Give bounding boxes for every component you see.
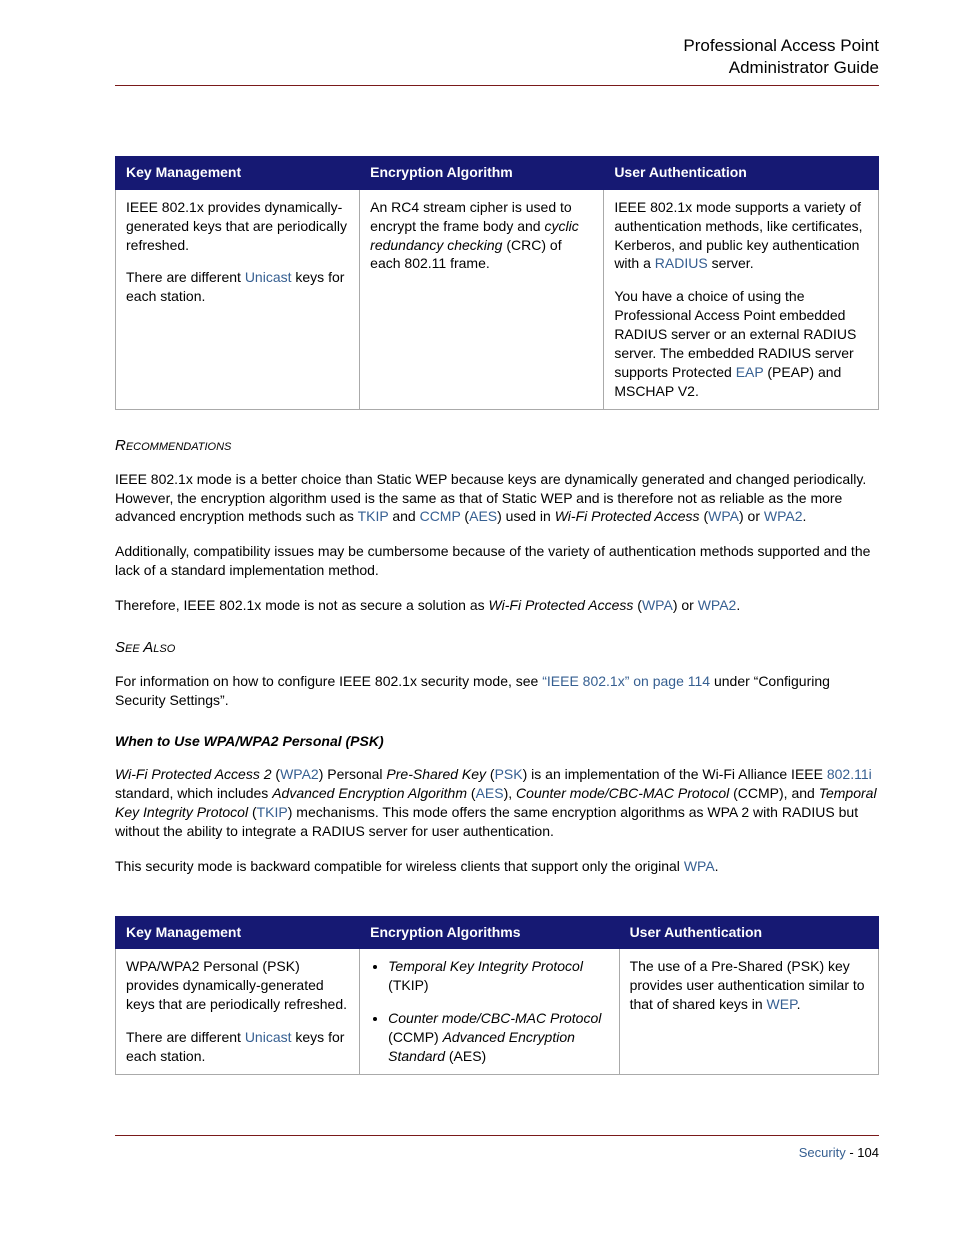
unicast-link[interactable]: Unicast [245,269,292,285]
ccmp-link[interactable]: CCMP [420,508,461,524]
t2-km-p1: WPA/WPA2 Personal (PSK) provides dynamic… [126,957,349,1014]
aes-link[interactable]: AES [469,508,497,524]
see-also-heading: See Also [115,637,879,658]
header-line1: Professional Access Point [115,35,879,57]
table-ieee8021x: Key Management Encryption Algorithm User… [115,156,879,410]
see-also-p: For information on how to configure IEEE… [115,672,879,710]
t1-km-p1: IEEE 802.1x provides dynamically-generat… [126,198,349,255]
t1-col-user-auth: User Authentication [604,157,879,190]
rec-p2: Additionally, compatibility issues may b… [115,542,879,580]
page-footer: Security - 104 [115,1135,879,1162]
t2-col-user-auth: User Authentication [619,916,878,949]
enc-item-tkip: Temporal Key Integrity Protocol (TKIP) [388,957,608,995]
t1-km-cell: IEEE 802.1x provides dynamically-generat… [116,189,360,409]
t2-ua-cell: The use of a Pre-Shared (PSK) key provid… [619,949,878,1074]
psk-p2: This security mode is backward compatibl… [115,857,879,876]
wpa2-link[interactable]: WPA2 [764,508,803,524]
wpa-link-3[interactable]: WPA [684,858,715,874]
footer-section: Security [799,1145,846,1160]
enc-list: Temporal Key Integrity Protocol (TKIP) C… [370,957,608,1065]
t1-col-key-mgmt: Key Management [116,157,360,190]
t2-enc-cell: Temporal Key Integrity Protocol (TKIP) C… [360,949,619,1074]
rec-p3: Therefore, IEEE 802.1x mode is not as se… [115,596,879,615]
tkip-link[interactable]: TKIP [358,508,389,524]
t1-km-p2: There are different Unicast keys for eac… [126,268,349,306]
t1-enc-cell: An RC4 stream cipher is used to encrypt … [360,189,604,409]
t2-km-cell: WPA/WPA2 Personal (PSK) provides dynamic… [116,949,360,1074]
header-line2: Administrator Guide [115,57,879,79]
unicast-link-2[interactable]: Unicast [245,1029,292,1045]
eap-link[interactable]: EAP [736,364,764,380]
wep-link[interactable]: WEP [767,996,797,1012]
recommendations-heading: Recommendations [115,435,879,456]
wpa2-link-2[interactable]: WPA2 [698,597,737,613]
wpa2-link-3[interactable]: WPA2 [280,766,319,782]
psk-link[interactable]: PSK [495,766,523,782]
80211i-link[interactable]: 802.11i [827,766,872,782]
enc-item-ccmp: Counter mode/CBC-MAC Protocol (CCMP) Adv… [388,1009,608,1066]
table-wpa-psk: Key Management Encryption Algorithms Use… [115,916,879,1075]
aes-link-2[interactable]: AES [476,785,504,801]
page-header: Professional Access Point Administrator … [115,35,879,86]
footer-page: 104 [857,1145,879,1160]
rec-p1: IEEE 802.1x mode is a better choice than… [115,470,879,527]
t1-ua-cell: IEEE 802.1x mode supports a variety of a… [604,189,879,409]
t2-col-key-mgmt: Key Management [116,916,360,949]
t2-col-enc-alg: Encryption Algorithms [360,916,619,949]
page: Professional Access Point Administrator … [0,0,954,1235]
t1-col-enc-alg: Encryption Algorithm [360,157,604,190]
t2-km-p2: There are different Unicast keys for eac… [126,1028,349,1066]
radius-link[interactable]: RADIUS [655,255,708,271]
wpa-link[interactable]: WPA [708,508,739,524]
wpa-link-2[interactable]: WPA [642,597,673,613]
psk-p1: Wi-Fi Protected Access 2 (WPA2) Personal… [115,765,879,841]
psk-heading: When to Use WPA/WPA2 Personal (PSK) [115,732,879,752]
tkip-link-2[interactable]: TKIP [257,804,288,820]
ieee8021x-page-link[interactable]: “IEEE 802.1x” on page 114 [542,673,710,689]
